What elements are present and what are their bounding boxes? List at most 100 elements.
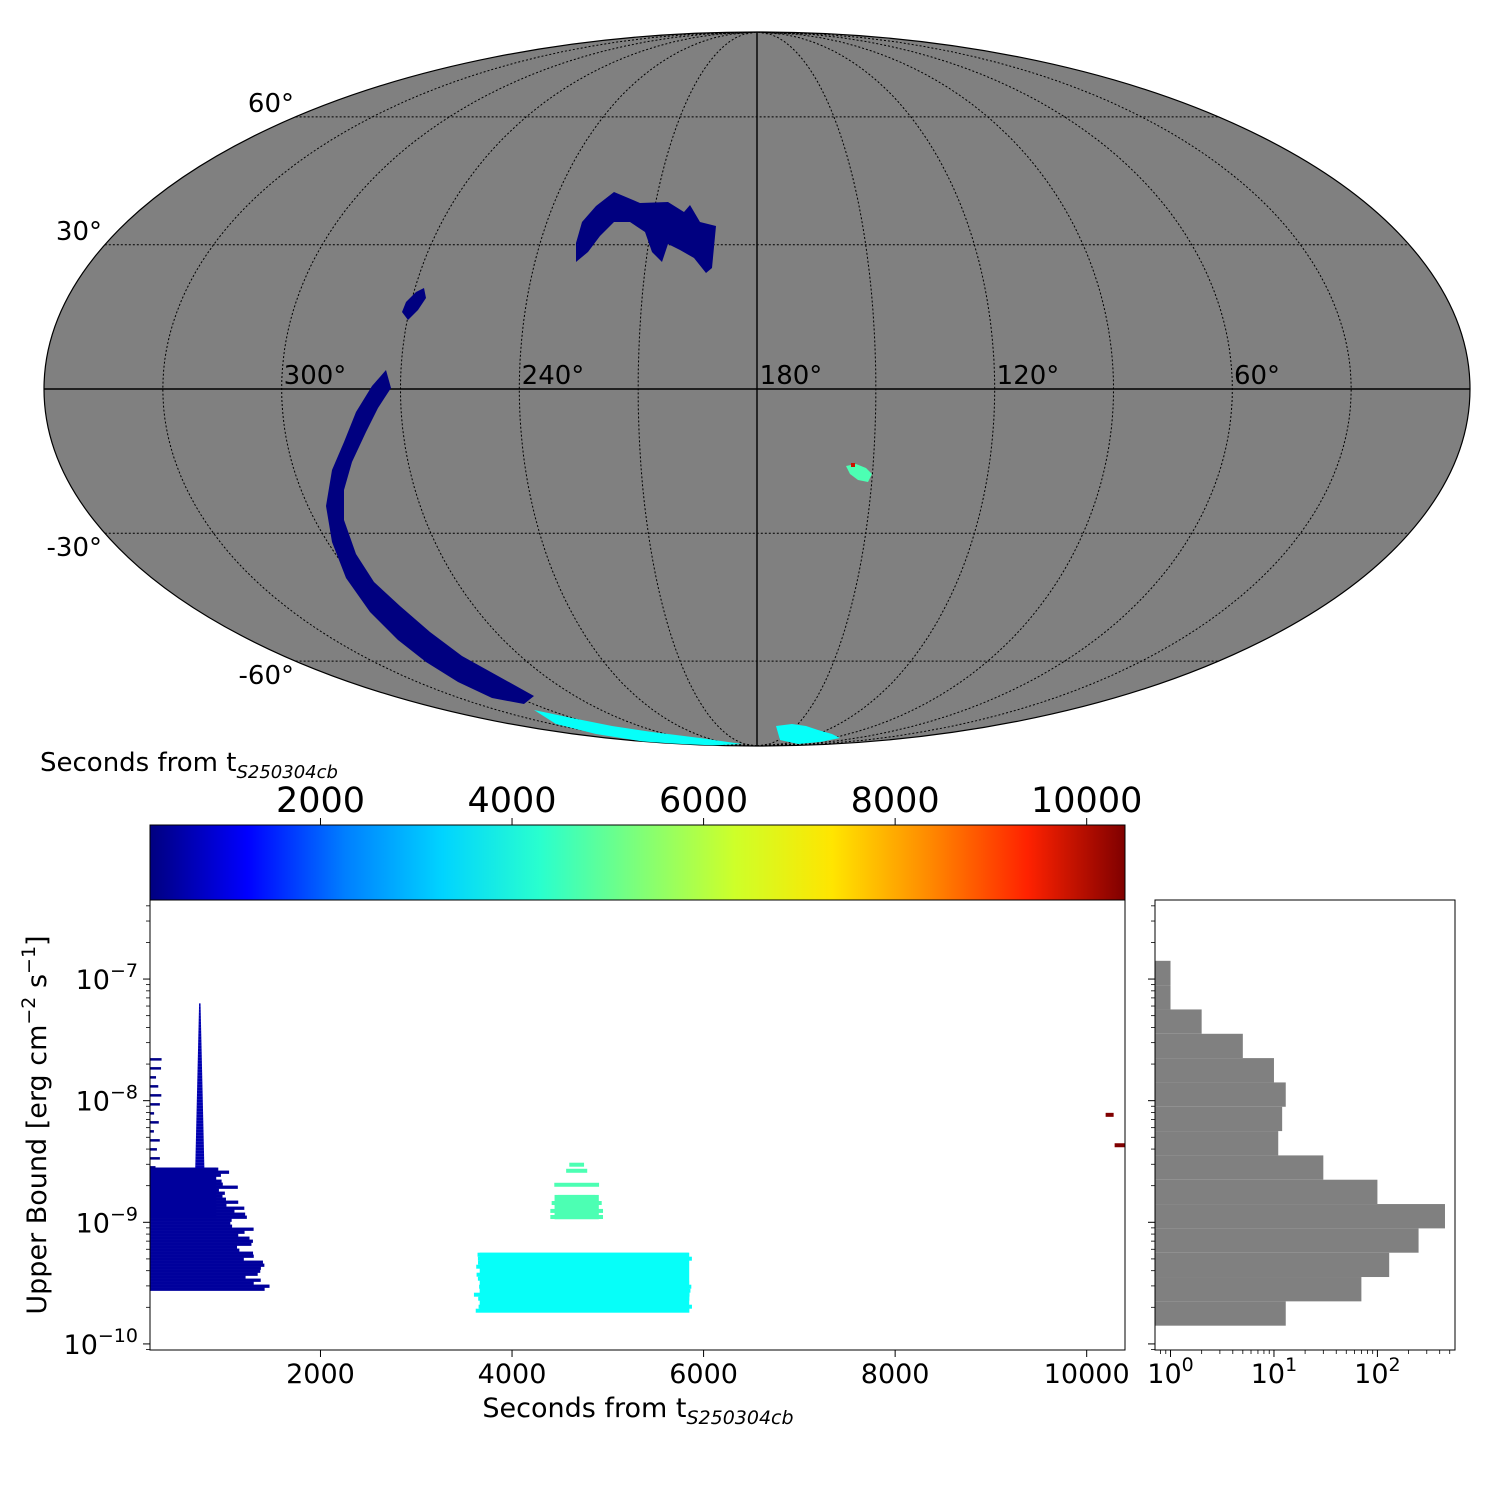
- scatter-point-row: [150, 1239, 253, 1243]
- scatter-panel: 2000 4000 6000 8000 10000 10−710−810−910−10 …: [18, 899, 1130, 1429]
- scatter-cluster-3: [473, 1252, 692, 1313]
- scatter-point-row: [197, 1066, 203, 1070]
- sky-grid-meridian: [637, 31, 758, 747]
- scatter-point-row: [198, 1045, 202, 1049]
- colorbar-tick-label: 10000: [1031, 781, 1142, 821]
- sky-region-small-patch: [846, 464, 872, 482]
- scatter-point-row: [150, 1121, 159, 1124]
- histogram-x-tick-label: 100: [1147, 1354, 1193, 1390]
- scatter-point-row: [150, 1166, 156, 1169]
- scatter-point-row: [475, 1308, 690, 1313]
- scatter-point-row: [196, 1105, 203, 1109]
- scatter-point-row: [477, 1256, 692, 1261]
- scatter-point-row: [197, 1090, 203, 1094]
- scatter-point-row: [197, 1069, 203, 1073]
- scatter-point-row: [195, 1150, 204, 1154]
- scatter-point-row: [197, 1087, 203, 1091]
- scatter-point-row: [197, 1075, 203, 1079]
- histogram-bar: [1155, 985, 1171, 1010]
- scatter-point-row: [195, 1156, 205, 1160]
- histogram-bar: [1155, 960, 1171, 986]
- scatter-x-ticks: 2000 4000 6000 8000 10000: [286, 1350, 1130, 1390]
- scatter-point-row: [569, 1162, 585, 1167]
- scatter-point-row: [197, 1054, 202, 1058]
- scatter-point-row: [197, 1057, 202, 1061]
- dec-label-minus-30: -30°: [47, 533, 102, 563]
- scatter-point-row: [195, 1159, 205, 1163]
- ra-label-180: 180°: [760, 361, 823, 391]
- scatter-point-row: [198, 1036, 202, 1040]
- scatter-x-tick-label: 8000: [861, 1359, 930, 1390]
- colorbar-tick-label: 4000: [467, 781, 556, 821]
- histogram-bar: [1155, 1301, 1286, 1326]
- scatter-point-row: [196, 1114, 204, 1118]
- scatter-x-tick-label: 6000: [669, 1359, 738, 1390]
- scatter-point-row: [476, 1264, 688, 1269]
- histogram-x-ticks: 100 101 102: [1147, 1350, 1451, 1390]
- scatter-point-row: [197, 1084, 203, 1088]
- scatter-point-row: [150, 1094, 162, 1097]
- sky-grid-meridian: [756, 31, 996, 747]
- dec-label-30: 30°: [56, 217, 102, 247]
- scatter-point-row: [198, 1024, 202, 1028]
- scatter-point-row: [198, 1033, 202, 1037]
- scatter-point-row: [196, 1099, 203, 1103]
- scatter-point-row: [195, 1141, 204, 1145]
- sky-grid-meridian: [756, 31, 1352, 747]
- scatter-cluster-5: [1105, 1112, 1125, 1148]
- scatter-point-row: [197, 1051, 202, 1055]
- scatter-point-row: [478, 1260, 687, 1265]
- scatter-point-row: [195, 1162, 205, 1166]
- scatter-point-row: [197, 1078, 203, 1082]
- scatter-x-tick-label: 4000: [478, 1359, 547, 1390]
- scatter-point: [1114, 1143, 1125, 1148]
- histogram-bar: [1155, 1277, 1362, 1302]
- scatter-point-row: [196, 1132, 204, 1136]
- scatter-point-row: [196, 1096, 203, 1100]
- scatter-point-row: [150, 1263, 265, 1267]
- histogram-bar: [1155, 1155, 1324, 1180]
- colorbar-gradient: [149, 824, 1126, 901]
- scatter-point-row: [476, 1272, 688, 1277]
- scatter-point-row: [198, 1048, 202, 1052]
- histogram-bar: [1155, 1252, 1390, 1278]
- scatter-point-row: [195, 1144, 204, 1148]
- sky-grid-meridian: [756, 31, 1115, 747]
- scatter-point-row: [480, 1268, 687, 1273]
- scatter-point-row: [473, 1292, 690, 1297]
- ra-label-240: 240°: [522, 361, 585, 391]
- sky-grid-meridian: [518, 31, 758, 747]
- scatter-point-row: [480, 1300, 688, 1305]
- scatter-point-row: [150, 1257, 244, 1261]
- colorbar-tick-label: 6000: [659, 781, 748, 821]
- scatter-point-row: [198, 1018, 201, 1022]
- scatter-point-row: [197, 1060, 202, 1064]
- histogram-bars: [1155, 960, 1445, 1326]
- scatter-point-row: [150, 1227, 254, 1231]
- sky-grid-meridian: [162, 31, 758, 747]
- scatter-point-row: [150, 1230, 245, 1234]
- scatter-point-row: [150, 1287, 265, 1291]
- scatter-point: [1105, 1112, 1114, 1117]
- sky-region-small-patch-red-dot: [851, 463, 855, 467]
- scatter-point-row: [150, 1284, 270, 1288]
- histogram-x-tick-label: 101: [1251, 1354, 1297, 1390]
- scatter-point-row: [150, 1269, 261, 1273]
- scatter-point-row: [195, 1147, 204, 1151]
- scatter-point-row: [196, 1129, 204, 1133]
- scatter-point-row: [198, 1006, 201, 1010]
- sky-regions: [326, 192, 872, 746]
- scatter-point-row: [150, 1266, 261, 1270]
- sky-region-southern-cap-strip: [534, 710, 742, 746]
- scatter-point-row: [196, 1120, 204, 1124]
- scatter-point-row: [481, 1280, 690, 1285]
- scatter-point-row: [196, 1108, 204, 1112]
- scatter-point-row: [150, 1260, 263, 1264]
- scatter-point-row: [566, 1168, 588, 1173]
- scatter-x-label: Seconds from tS250304cb: [482, 1393, 793, 1429]
- scatter-point-row: [150, 1085, 159, 1088]
- ra-label-300: 300°: [284, 361, 347, 391]
- scatter-point-row: [196, 1117, 204, 1121]
- sky-region-south-pole-patch: [776, 724, 840, 744]
